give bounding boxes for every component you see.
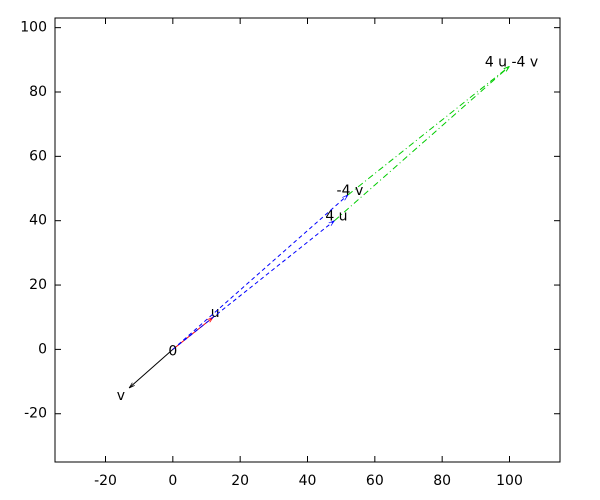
x-tick-label: 0 — [168, 473, 177, 489]
x-tick-label: -20 — [94, 473, 117, 489]
x-tick-label: 60 — [366, 473, 384, 489]
vector — [334, 66, 509, 222]
vector — [172, 221, 335, 350]
vector-label: u — [211, 305, 220, 321]
vector — [172, 195, 348, 350]
y-tick-label: 100 — [20, 20, 47, 36]
y-tick-label: 0 — [38, 341, 47, 357]
x-tick-label: 80 — [433, 473, 451, 489]
point-label: 0 — [168, 343, 177, 359]
y-tick-label: 80 — [29, 84, 47, 100]
vector-label: v — [117, 388, 125, 404]
y-tick-label: -20 — [24, 406, 47, 422]
vector — [347, 66, 510, 196]
x-tick-label: 40 — [299, 473, 317, 489]
x-tick-label: 100 — [496, 473, 523, 489]
vector-label: 4 u — [325, 209, 347, 225]
y-tick-label: 40 — [29, 213, 47, 229]
plot-frame — [54, 17, 561, 463]
vector — [129, 349, 174, 388]
vector-label: 4 u -4 v — [485, 54, 538, 70]
x-tick-label: 20 — [231, 473, 249, 489]
y-tick-label: 20 — [29, 277, 47, 293]
vector-label: -4 v — [337, 183, 364, 199]
y-tick-label: 60 — [29, 148, 47, 164]
